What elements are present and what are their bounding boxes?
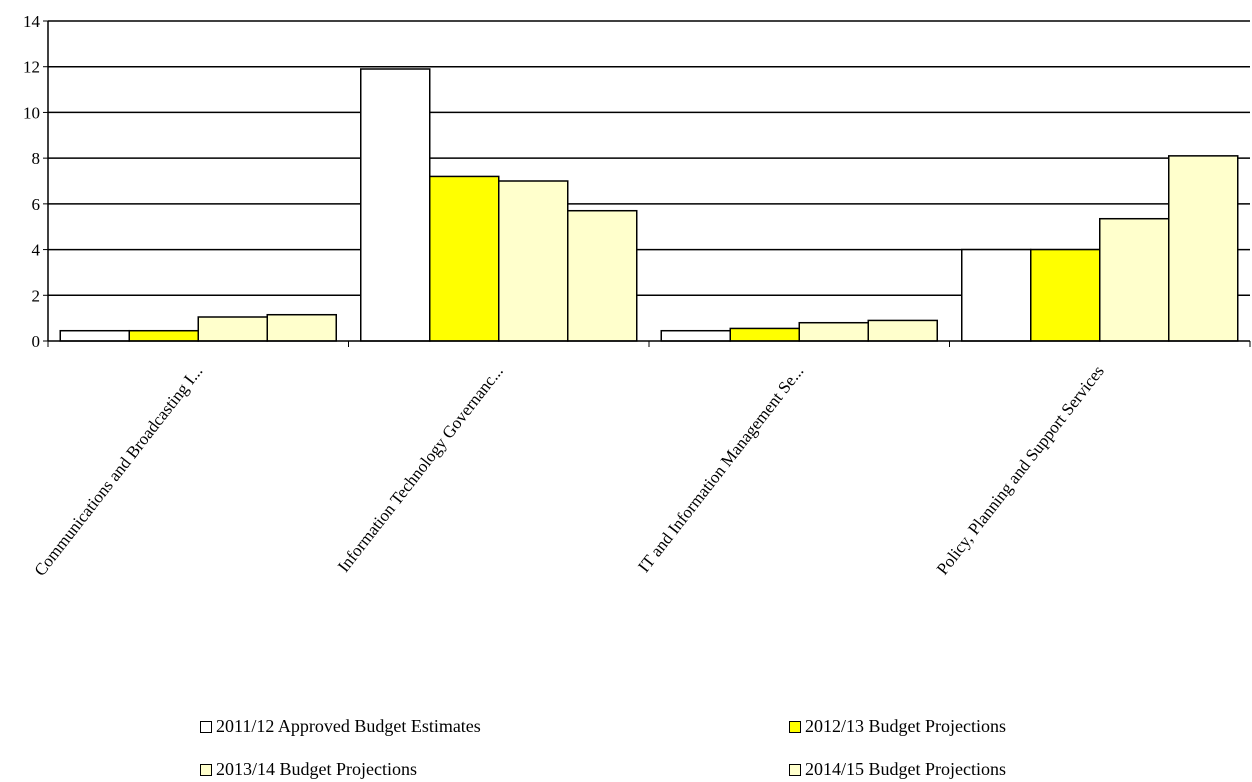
- bar-1-0: [128, 329, 199, 342]
- x-category-label: Information Technology Governanc...: [334, 362, 507, 576]
- bar-0-3: [961, 248, 1032, 342]
- bars: [59, 68, 1239, 342]
- x-category-label: IT and Information Management Se...: [634, 362, 807, 576]
- gridlines: [48, 20, 1250, 297]
- x-category-label: Policy, Planning and Support Services: [933, 362, 1108, 579]
- y-tick-label: 12: [23, 58, 40, 77]
- y-tick-label: 14: [23, 12, 41, 31]
- y-tick-label: 10: [23, 103, 40, 122]
- x-axis-labels: Communications and Broadcasting I... Info…: [30, 362, 1108, 580]
- bar-0-1: [360, 68, 431, 342]
- bar-2-1: [498, 180, 569, 342]
- bar-1-3: [1030, 248, 1101, 342]
- bar-0-0: [59, 329, 130, 342]
- bar-2-3: [1099, 217, 1170, 342]
- bar-1-2: [729, 327, 800, 342]
- y-tick-label: 0: [32, 332, 41, 351]
- bar-1-1: [429, 175, 500, 342]
- bar-0-2: [660, 329, 731, 342]
- bar-3-3: [1168, 155, 1239, 342]
- bar-3-1: [567, 209, 638, 342]
- y-tick-label: 4: [32, 241, 41, 260]
- y-tick-label: 8: [32, 149, 41, 168]
- y-axis-ticks: 0 2 4 6 8 10 12 14: [23, 12, 48, 351]
- y-tick-label: 2: [32, 286, 41, 305]
- bar-2-2: [798, 321, 869, 342]
- x-category-label: Communications and Broadcasting I...: [30, 362, 206, 580]
- axes: [47, 21, 1251, 347]
- y-tick-label: 6: [32, 195, 41, 214]
- bar-3-0: [266, 313, 337, 342]
- bar-3-2: [867, 319, 938, 342]
- bar-2-0: [197, 316, 268, 342]
